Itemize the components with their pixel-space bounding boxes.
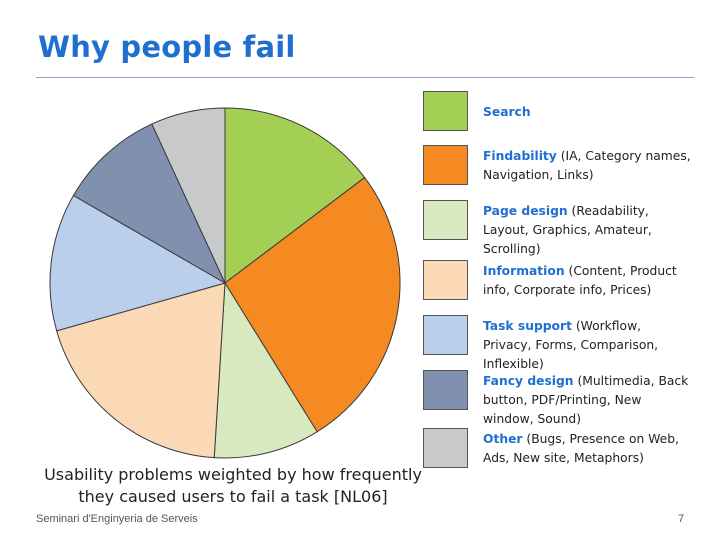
legend-swatch-findability — [423, 145, 468, 185]
pie-slice-fancy-design — [72, 123, 227, 285]
page-number: 7 — [678, 513, 685, 525]
legend-text-findability: Findability (IA, Category names, Navigat… — [483, 147, 693, 185]
pie-slice-search — [224, 107, 366, 285]
legend-swatch-task-support — [423, 315, 468, 355]
legend-text-other: Other (Bugs, Presence on Web, Ads, New s… — [483, 430, 693, 468]
legend-detail-other: (Bugs, Presence on Web, Ads, New site, M… — [483, 432, 679, 465]
slide-title: Why people fail — [38, 30, 296, 64]
legend-label-findability: Findability — [483, 149, 557, 163]
legend-swatch-information — [423, 260, 468, 300]
legend-label-page-design: Page design — [483, 204, 568, 218]
legend-detail-task-support: (Workflow, Privacy, Forms, Comparison, I… — [483, 319, 659, 371]
legend-label-fancy-design: Fancy design — [483, 374, 574, 388]
legend-label-task-support: Task support — [483, 319, 572, 333]
legend-detail-findability: (IA, Category names, Navigation, Links) — [483, 149, 691, 182]
pie-slice-information — [56, 282, 226, 459]
legend-label-other: Other — [483, 432, 523, 446]
pie-slice-other — [151, 107, 226, 284]
legend-label-search: Search — [483, 105, 531, 119]
legend-detail-page-design: (Readability, Layout, Graphics, Amateur,… — [483, 204, 652, 256]
legend-text-task-support: Task support (Workflow, Privacy, Forms, … — [483, 317, 693, 374]
legend-swatch-search — [423, 91, 468, 131]
legend-detail-information: (Content, Product info, Corporate info, … — [483, 264, 677, 297]
legend-detail-fancy-design: (Multimedia, Back button, PDF/Printing, … — [483, 374, 689, 426]
legend-text-fancy-design: Fancy design (Multimedia, Back button, P… — [483, 372, 693, 429]
legend-text-search: Search — [483, 103, 693, 122]
legend-swatch-other — [423, 428, 468, 468]
legend-text-information: Information (Content, Product info, Corp… — [483, 262, 693, 300]
pie-slice-page-design — [213, 281, 318, 459]
legend-text-page-design: Page design (Readability, Layout, Graphi… — [483, 202, 693, 259]
title-divider — [36, 77, 694, 78]
legend-swatch-fancy-design — [423, 370, 468, 410]
pie-slice-task-support — [49, 194, 227, 332]
legend-label-information: Information — [483, 264, 565, 278]
pie-slice-findability — [224, 176, 401, 433]
legend-swatch-page-design — [423, 200, 468, 240]
chart-caption: Usability problems weighted by how frequ… — [44, 465, 422, 506]
footer-text: Seminari d'Enginyeria de Serveis — [36, 513, 198, 525]
